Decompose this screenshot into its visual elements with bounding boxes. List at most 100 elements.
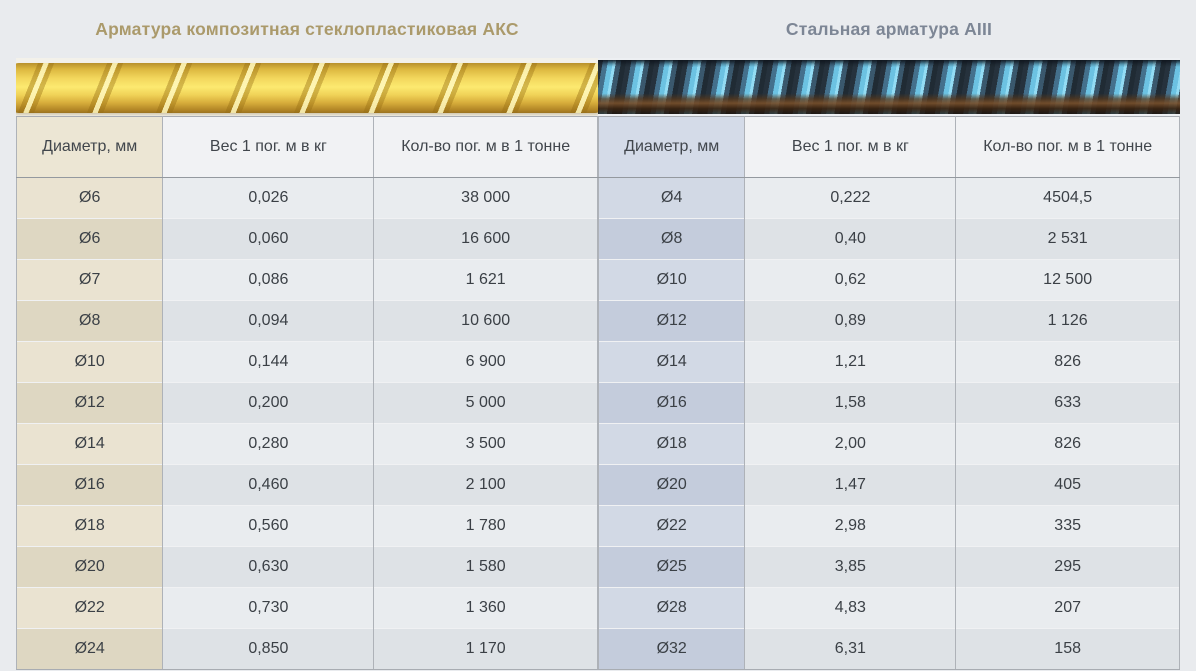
table-row: Ø20 1,47 405 xyxy=(597,464,1180,506)
cell-diameter: Ø28 xyxy=(597,587,746,629)
cell-count: 1 580 xyxy=(373,546,598,588)
cell-weight: 0,144 xyxy=(162,341,375,383)
cell-count: 1 170 xyxy=(373,628,598,670)
cell-weight: 0,094 xyxy=(162,300,375,342)
cell-count: 826 xyxy=(955,423,1180,465)
header-diameter: Диаметр, мм xyxy=(15,116,164,178)
cell-diameter: Ø20 xyxy=(597,464,746,506)
cell-diameter: Ø6 xyxy=(15,218,164,260)
cell-diameter: Ø8 xyxy=(597,218,746,260)
fiberglass-section-title: Арматура композитная стеклопластиковая А… xyxy=(95,18,519,39)
table-row: Ø24 0,850 1 170 xyxy=(15,628,598,670)
header-diameter: Диаметр, мм xyxy=(597,116,746,178)
table-row: Ø6 0,026 38 000 xyxy=(15,177,598,219)
cell-count: 1 780 xyxy=(373,505,598,547)
cell-count: 16 600 xyxy=(373,218,598,260)
cell-weight: 0,630 xyxy=(162,546,375,588)
cell-count: 10 600 xyxy=(373,300,598,342)
cell-weight: 0,280 xyxy=(162,423,375,465)
cell-weight: 0,460 xyxy=(162,464,375,506)
cell-count: 335 xyxy=(955,505,1180,547)
cell-weight: 3,85 xyxy=(744,546,957,588)
cell-weight: 1,47 xyxy=(744,464,957,506)
cell-diameter: Ø16 xyxy=(15,464,164,506)
section-fiberglass-rebar: Арматура композитная стеклопластиковая А… xyxy=(15,0,598,670)
section-steel-rebar: Стальная арматура AIII Диаметр, мм Вес 1… xyxy=(597,0,1180,670)
cell-count: 158 xyxy=(955,628,1180,670)
cell-weight: 1,21 xyxy=(744,341,957,383)
table-row: Ø10 0,144 6 900 xyxy=(15,341,598,383)
table-row: Ø25 3,85 295 xyxy=(597,546,1180,588)
table-row: Ø12 0,89 1 126 xyxy=(597,300,1180,342)
cell-diameter: Ø12 xyxy=(597,300,746,342)
header-count: Кол-во пог. м в 1 тонне xyxy=(373,116,598,178)
cell-weight: 0,850 xyxy=(162,628,375,670)
cell-weight: 0,40 xyxy=(744,218,957,260)
table-row: Ø16 0,460 2 100 xyxy=(15,464,598,506)
table-row: Ø10 0,62 12 500 xyxy=(597,259,1180,301)
steel-spec-table: Диаметр, мм Вес 1 пог. м в кг Кол-во пог… xyxy=(597,116,1180,670)
cell-weight: 1,58 xyxy=(744,382,957,424)
cell-diameter: Ø16 xyxy=(597,382,746,424)
table-row: Ø14 0,280 3 500 xyxy=(15,423,598,465)
cell-diameter: Ø22 xyxy=(15,587,164,629)
cell-weight: 0,060 xyxy=(162,218,375,260)
table-row: Ø18 0,560 1 780 xyxy=(15,505,598,547)
cell-count: 2 100 xyxy=(373,464,598,506)
cell-weight: 0,026 xyxy=(162,177,375,219)
cell-count: 5 000 xyxy=(373,382,598,424)
cell-diameter: Ø20 xyxy=(15,546,164,588)
table-header-row: Диаметр, мм Вес 1 пог. м в кг Кол-во пог… xyxy=(597,116,1180,178)
table-row: Ø14 1,21 826 xyxy=(597,341,1180,383)
table-row: Ø20 0,630 1 580 xyxy=(15,546,598,588)
fiberglass-spec-table: Диаметр, мм Вес 1 пог. м в кг Кол-во пог… xyxy=(15,116,598,670)
cell-weight: 0,086 xyxy=(162,259,375,301)
table-header-row: Диаметр, мм Вес 1 пог. м в кг Кол-во пог… xyxy=(15,116,598,178)
cell-diameter: Ø14 xyxy=(15,423,164,465)
cell-weight: 6,31 xyxy=(744,628,957,670)
cell-diameter: Ø32 xyxy=(597,628,746,670)
cell-count: 2 531 xyxy=(955,218,1180,260)
cell-diameter: Ø10 xyxy=(15,341,164,383)
cell-diameter: Ø7 xyxy=(15,259,164,301)
cell-diameter: Ø18 xyxy=(15,505,164,547)
cell-diameter: Ø22 xyxy=(597,505,746,547)
cell-weight: 0,89 xyxy=(744,300,957,342)
cell-weight: 2,98 xyxy=(744,505,957,547)
cell-count: 6 900 xyxy=(373,341,598,383)
table-row: Ø6 0,060 16 600 xyxy=(15,218,598,260)
steel-rebar-photo xyxy=(598,58,1180,116)
cell-diameter: Ø25 xyxy=(597,546,746,588)
table-row: Ø28 4,83 207 xyxy=(597,587,1180,629)
cell-count: 633 xyxy=(955,382,1180,424)
table-row: Ø16 1,58 633 xyxy=(597,382,1180,424)
steel-section-title: Стальная арматура AIII xyxy=(785,18,993,39)
table-row: Ø8 0,094 10 600 xyxy=(15,300,598,342)
cell-count: 12 500 xyxy=(955,259,1180,301)
cell-count: 3 500 xyxy=(373,423,598,465)
cell-diameter: Ø14 xyxy=(597,341,746,383)
header-weight: Вес 1 пог. м в кг xyxy=(744,116,957,178)
table-row: Ø8 0,40 2 531 xyxy=(597,218,1180,260)
fiberglass-rod-image xyxy=(16,63,598,113)
table-row: Ø32 6,31 158 xyxy=(597,628,1180,670)
cell-diameter: Ø24 xyxy=(15,628,164,670)
cell-count: 826 xyxy=(955,341,1180,383)
table-row: Ø18 2,00 826 xyxy=(597,423,1180,465)
cell-diameter: Ø10 xyxy=(597,259,746,301)
cell-count: 295 xyxy=(955,546,1180,588)
cell-count: 1 360 xyxy=(373,587,598,629)
cell-diameter: Ø4 xyxy=(597,177,746,219)
cell-weight: 0,62 xyxy=(744,259,957,301)
cell-diameter: Ø12 xyxy=(15,382,164,424)
cell-count: 1 126 xyxy=(955,300,1180,342)
cell-weight: 0,560 xyxy=(162,505,375,547)
cell-diameter: Ø6 xyxy=(15,177,164,219)
cell-diameter: Ø8 xyxy=(15,300,164,342)
cell-count: 1 621 xyxy=(373,259,598,301)
table-row: Ø12 0,200 5 000 xyxy=(15,382,598,424)
cell-count: 4504,5 xyxy=(955,177,1180,219)
cell-count: 207 xyxy=(955,587,1180,629)
table-row: Ø22 0,730 1 360 xyxy=(15,587,598,629)
